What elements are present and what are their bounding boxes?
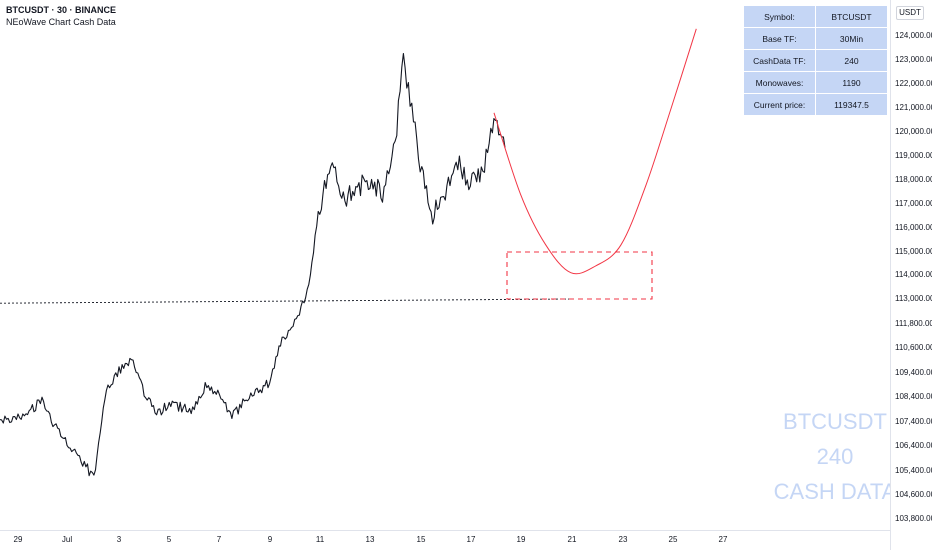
price-tick-label: 119,000.00 [895,151,932,160]
price-tick-label: 114,000.00 [895,270,932,279]
table-row: Current price: 119347.5 [744,94,887,116]
price-tick-label: 124,000.00 [895,31,932,40]
watermark-timeframe: 240 [816,444,854,469]
price-tick-label: 113,000.00 [895,294,932,303]
symbol-title[interactable]: BTCUSDT · 30 · BINANCE [6,5,117,15]
table-key: Symbol: [744,6,816,28]
time-tick-label: 5 [166,535,172,544]
target-zone[interactable] [506,251,653,300]
table-value: BTCUSDT [816,6,887,28]
price-tick-label: 109,400.00 [895,368,932,377]
table-key: CashData TF: [744,50,816,72]
chart-header: BTCUSDT · 30 · BINANCE NEoWave Chart Cas… [6,4,116,28]
time-scale[interactable] [0,530,890,550]
price-tick-label: 104,600.00 [895,490,932,499]
price-tick-label: 110,600.00 [895,343,932,352]
time-tick-label: 19 [516,535,526,544]
time-tick-label: 15 [416,535,426,544]
indicator-title[interactable]: NEoWave Chart Cash Data [6,17,116,27]
table-row: CashData TF: 240 [744,50,887,72]
table-value: 240 [816,50,887,72]
price-tick-label: 122,000.00 [895,79,932,88]
price-tick-label: 103,800.00 [895,514,932,523]
table-value: 30Min [816,28,887,50]
table-key: Monowaves: [744,72,816,94]
watermark: BTCUSDT 240 CASH DATA [770,404,900,509]
time-tick-label: 25 [668,535,678,544]
price-tick-label: 105,400.00 [895,466,932,475]
time-tick-label: 17 [466,535,476,544]
price-tick-label: 108,400.00 [895,392,932,401]
price-tick-label: 123,000.00 [895,55,932,64]
table-value: 1190 [816,72,887,94]
price-scale[interactable] [890,0,932,550]
table-key: Base TF: [744,28,816,50]
watermark-symbol: BTCUSDT [783,409,887,434]
time-tick-label: 29 [13,535,23,544]
time-tick-label: 7 [216,535,222,544]
price-tick-label: 115,000.00 [895,247,932,256]
table-key: Current price: [744,94,816,116]
table-value: 119347.5 [816,94,887,116]
support-line[interactable] [0,298,573,304]
table-row: Symbol: BTCUSDT [744,6,887,28]
price-chart[interactable] [0,0,890,530]
price-tick-label: 116,000.00 [895,223,932,232]
price-tick-label: 121,000.00 [895,103,932,112]
price-tick-label: 111,800.00 [895,319,932,328]
price-line[interactable] [0,52,506,477]
price-tick-label: 118,000.00 [895,175,932,184]
time-tick-label: 3 [116,535,122,544]
time-tick-label: 23 [618,535,628,544]
info-table: Symbol: BTCUSDT Base TF: 30Min CashData … [744,6,887,116]
time-tick-label: 27 [718,535,728,544]
table-row: Base TF: 30Min [744,28,887,50]
price-tick-label: 120,000.00 [895,127,932,136]
table-row: Monowaves: 1190 [744,72,887,94]
time-tick-label: 11 [315,535,325,544]
chart-area[interactable] [0,0,890,530]
time-tick-label: Jul [61,535,73,544]
price-tick-label: 106,400.00 [895,441,932,450]
price-tick-label: 117,000.00 [895,199,932,208]
time-tick-label: 21 [567,535,577,544]
price-tick-label: 107,400.00 [895,417,932,426]
time-tick-label: 13 [365,535,375,544]
projection-curve[interactable] [493,28,697,275]
currency-button[interactable]: USDT [896,6,924,20]
watermark-caption: CASH DATA [773,479,897,504]
time-tick-label: 9 [267,535,273,544]
